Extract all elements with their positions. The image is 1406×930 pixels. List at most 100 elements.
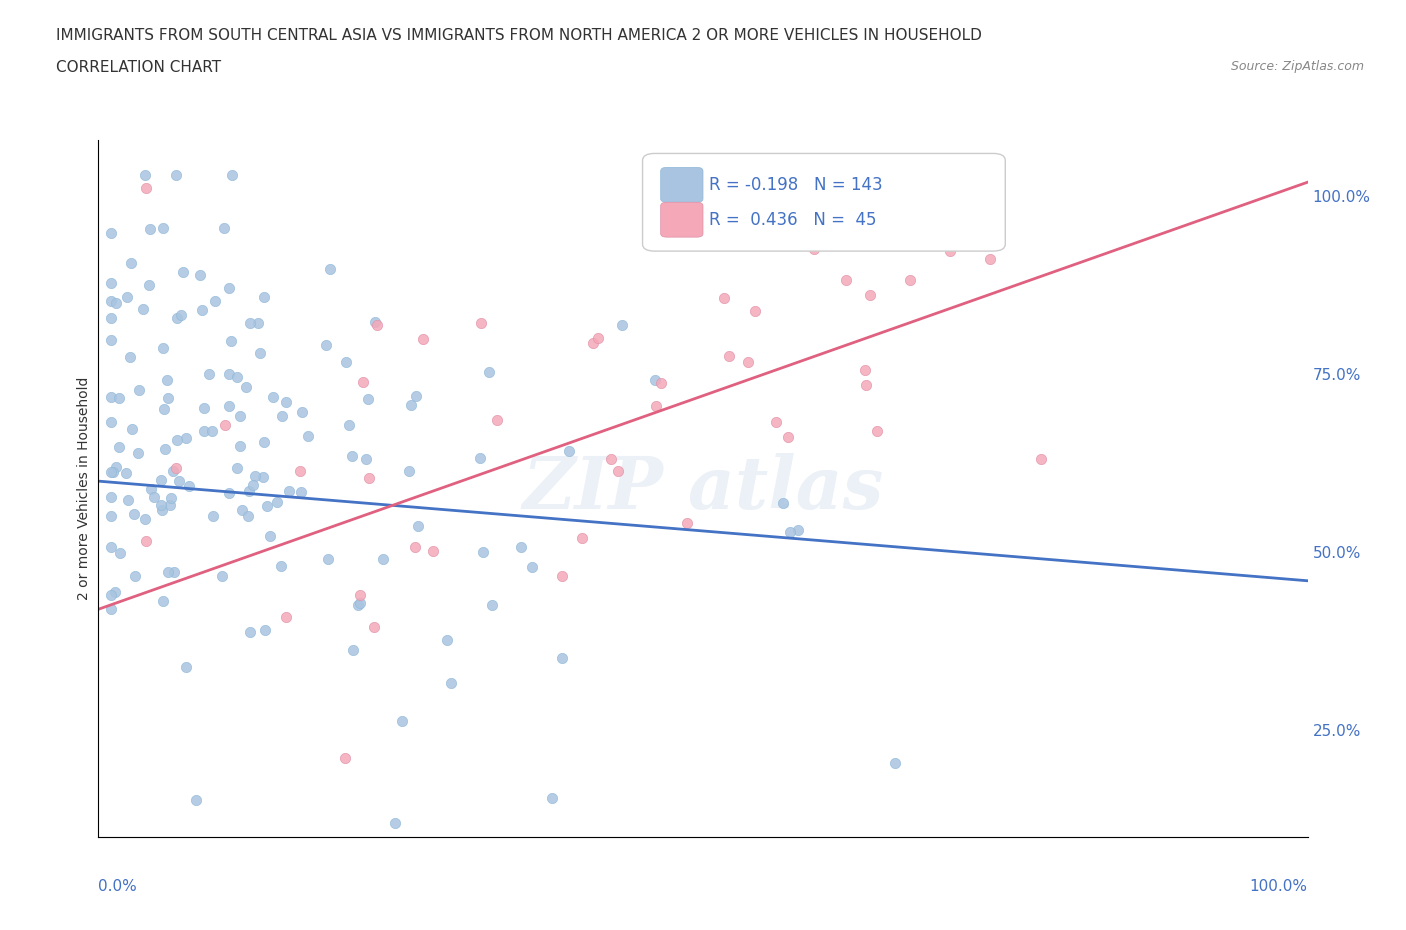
Point [156, 372, 179, 387]
Point [157, 391, 180, 405]
Point [349, 588, 371, 603]
Point [254, 622, 277, 637]
Point [262, 390, 284, 405]
Point [422, 544, 444, 559]
Point [346, 598, 368, 613]
Point [973, 157, 995, 172]
Point [236, 509, 259, 524]
Point [440, 675, 463, 690]
Point [319, 261, 342, 276]
Point [100, 465, 122, 480]
Point [177, 479, 200, 494]
Point [582, 336, 605, 351]
Point [297, 429, 319, 444]
Point [610, 318, 633, 333]
Point [103, 464, 125, 479]
Point [776, 430, 799, 445]
Point [100, 540, 122, 555]
Point [650, 376, 672, 391]
Point [198, 366, 221, 381]
Point [100, 333, 122, 348]
Point [100, 588, 122, 603]
Point [212, 220, 235, 235]
Point [170, 308, 193, 323]
Text: ZIP atlas: ZIP atlas [523, 453, 883, 524]
Point [586, 330, 609, 345]
Point [138, 277, 160, 292]
Text: 0.0%: 0.0% [98, 879, 138, 894]
Point [152, 340, 174, 355]
Point [276, 394, 298, 409]
Point [249, 346, 271, 361]
Point [744, 304, 766, 319]
Point [256, 498, 278, 513]
Point [786, 523, 808, 538]
Point [160, 491, 183, 506]
Point [100, 601, 122, 616]
Point [540, 790, 562, 805]
Point [150, 498, 173, 513]
Text: IMMIGRANTS FROM SOUTH CENTRAL ASIA VS IMMIGRANTS FROM NORTH AMERICA 2 OR MORE VE: IMMIGRANTS FROM SOUTH CENTRAL ASIA VS IM… [56, 28, 983, 43]
Point [979, 251, 1001, 266]
Point [100, 489, 122, 504]
Point [167, 473, 190, 488]
Point [342, 643, 364, 658]
Point [335, 354, 357, 369]
Point [188, 268, 211, 283]
Point [132, 301, 155, 316]
Point [779, 525, 801, 539]
Point [855, 378, 877, 392]
Point [100, 415, 122, 430]
Point [124, 568, 146, 583]
Point [239, 624, 262, 639]
Point [229, 408, 252, 423]
Point [357, 392, 380, 406]
Point [117, 289, 139, 304]
Point [898, 272, 921, 287]
Point [239, 315, 262, 330]
Point [190, 303, 212, 318]
Point [333, 751, 356, 765]
Text: CORRELATION CHART: CORRELATION CHART [56, 60, 221, 75]
Point [522, 560, 544, 575]
Point [486, 413, 509, 428]
Point [932, 153, 955, 168]
Point [100, 508, 122, 523]
FancyBboxPatch shape [661, 167, 703, 203]
Point [291, 405, 314, 419]
Point [211, 568, 233, 583]
Point [127, 445, 149, 460]
Point [271, 408, 294, 423]
Point [163, 565, 186, 579]
Point [156, 565, 179, 579]
Point [853, 363, 876, 378]
Point [226, 461, 249, 476]
Point [349, 595, 371, 610]
Point [550, 651, 572, 666]
Point [139, 481, 162, 496]
Point [229, 439, 252, 454]
Point [176, 431, 198, 445]
Point [128, 383, 150, 398]
Point [599, 452, 621, 467]
Point [939, 244, 962, 259]
Point [135, 533, 157, 548]
Text: 100.0%: 100.0% [1250, 879, 1308, 894]
Point [921, 153, 943, 168]
Point [315, 338, 337, 352]
Point [202, 509, 225, 524]
Point [152, 593, 174, 608]
Text: Source: ZipAtlas.com: Source: ZipAtlas.com [1230, 60, 1364, 73]
Point [100, 294, 122, 309]
Point [150, 472, 173, 487]
Point [242, 478, 264, 493]
Point [193, 423, 215, 438]
Point [134, 512, 156, 526]
Point [765, 415, 787, 430]
Point [153, 442, 176, 457]
Point [266, 494, 288, 509]
Point [340, 448, 363, 463]
Point [201, 424, 224, 439]
Point [645, 398, 668, 413]
Point [270, 559, 292, 574]
